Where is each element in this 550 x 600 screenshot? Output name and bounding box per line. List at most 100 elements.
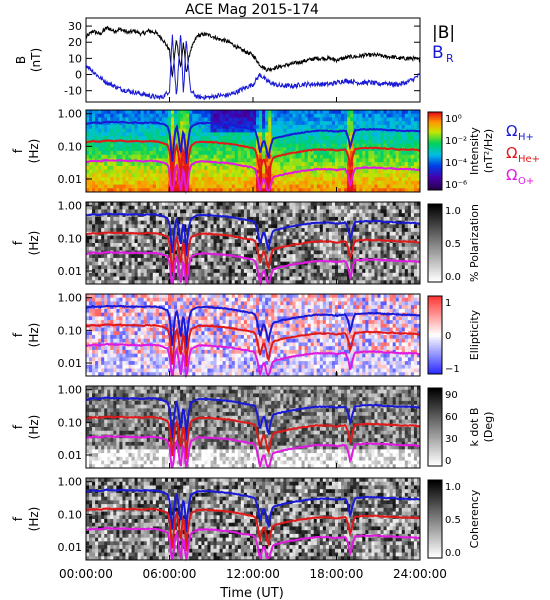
heatmap-cell	[322, 280, 327, 285]
heatmap-cell	[362, 173, 366, 178]
heatmap-cell	[198, 261, 202, 266]
heatmap-cell	[322, 246, 327, 251]
heatmap-cell	[201, 177, 205, 182]
heatmap-cell	[113, 235, 117, 240]
heatmap-cell	[377, 246, 381, 251]
heatmap-cell	[368, 110, 372, 115]
heatmap-cell	[280, 147, 284, 152]
heatmap-cell	[116, 228, 120, 233]
heatmap-cell	[401, 124, 406, 130]
heatmap-cell	[328, 124, 333, 130]
heatmap-cell	[122, 261, 126, 266]
heatmap-cell	[128, 216, 132, 222]
heatmap-cell	[228, 184, 233, 189]
heatmap-cell	[374, 202, 378, 207]
heatmap-cell	[416, 158, 421, 163]
heatmap-cell	[362, 110, 366, 115]
heatmap-cell	[313, 235, 318, 240]
heatmap-cell	[328, 139, 333, 144]
heatmap-cell	[259, 124, 263, 130]
heatmap-cell	[198, 117, 202, 122]
heatmap-cell	[331, 205, 336, 210]
heatmap-cell	[338, 154, 342, 159]
heatmap-cell	[413, 246, 418, 251]
heatmap-cell	[228, 209, 233, 214]
heatmap-cell	[119, 209, 123, 214]
heatmap-cell	[228, 117, 233, 122]
heatmap-cell	[164, 261, 169, 266]
heatmap-cell	[362, 136, 366, 141]
heatmap-cell	[271, 117, 275, 122]
heatmap-cell	[231, 269, 236, 274]
heatmap-cell	[404, 243, 409, 248]
heatmap-cell	[195, 272, 199, 277]
heatmap-cell	[201, 224, 205, 229]
colorbar-cell	[428, 182, 442, 185]
heatmap-cell	[398, 231, 403, 236]
heatmap-cell	[146, 147, 151, 152]
heatmap-cell	[280, 165, 284, 171]
heatmap-cell	[113, 173, 117, 178]
heatmap-cell	[259, 173, 263, 178]
heatmap-cell	[228, 158, 233, 163]
heatmap-cell	[407, 117, 412, 122]
heatmap-cell	[219, 154, 224, 159]
heatmap-cell	[152, 124, 157, 130]
heatmap-cell	[322, 173, 327, 178]
heatmap-cell	[301, 128, 306, 133]
heatmap-cell	[228, 110, 233, 115]
heatmap-cell	[331, 110, 336, 115]
heatmap-cell	[225, 276, 230, 281]
heatmap-cell	[95, 151, 99, 156]
heatmap-cell	[195, 239, 199, 244]
heatmap-cell	[356, 162, 360, 167]
heatmap-cell	[371, 117, 375, 122]
heatmap-cell	[362, 261, 366, 266]
heatmap-cell	[362, 239, 366, 244]
heatmap-cell	[392, 246, 397, 251]
heatmap-cell	[249, 213, 254, 218]
heatmap-cell	[131, 202, 135, 207]
heatmap-cell	[155, 143, 160, 148]
heatmap-cell	[362, 246, 366, 251]
heatmap-cell	[104, 231, 108, 236]
heatmap-cell	[407, 113, 412, 118]
heatmap-cell	[171, 228, 175, 233]
heatmap-cell	[286, 143, 290, 148]
heatmap-cell	[249, 113, 254, 118]
heatmap-cell	[201, 110, 205, 115]
heatmap-cell	[322, 231, 327, 236]
heatmap-cell	[210, 261, 214, 266]
heatmap-cell	[398, 151, 403, 156]
heatmap-cell	[158, 235, 163, 240]
heatmap-cell	[283, 165, 287, 171]
heatmap-cell	[256, 124, 260, 130]
heatmap-cell	[186, 128, 190, 133]
heatmap-cell	[222, 169, 227, 174]
heatmap-cell	[331, 143, 336, 148]
heatmap-cell	[289, 280, 293, 285]
heatmap-cell	[344, 205, 348, 210]
heatmap-cell	[207, 250, 211, 255]
heatmap-cell	[325, 224, 330, 229]
heatmap-cell	[410, 184, 415, 189]
colorbar-cell	[428, 270, 442, 273]
heatmap-cell	[262, 136, 266, 141]
heatmap-cell	[171, 220, 175, 225]
heatmap-cell	[374, 239, 378, 244]
heatmap-cell	[365, 246, 369, 251]
heatmap-cell	[198, 224, 202, 229]
heatmap-cell	[201, 124, 205, 130]
heatmap-cell	[125, 205, 129, 210]
heatmap-cell	[134, 254, 139, 259]
heatmap-cell	[201, 269, 205, 274]
heatmap-cell	[280, 209, 284, 214]
heatmap-cell	[331, 269, 336, 274]
heatmap-cell	[246, 177, 251, 182]
heatmap-cell	[386, 213, 391, 218]
heatmap-cell	[113, 143, 117, 148]
heatmap-cell	[307, 272, 312, 277]
heatmap-cell	[171, 180, 175, 185]
heatmap-cell	[398, 184, 403, 189]
